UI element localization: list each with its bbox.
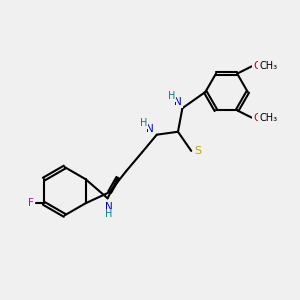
Text: O: O [253,61,261,71]
Text: N: N [174,97,182,107]
Text: O: O [253,113,261,123]
Text: H: H [167,91,175,101]
Text: S: S [194,146,201,156]
Text: H: H [105,209,113,220]
Text: H: H [140,118,147,128]
Text: CH₃: CH₃ [259,113,277,123]
Text: N: N [105,202,113,212]
Text: N: N [146,124,154,134]
Text: CH₃: CH₃ [259,61,277,71]
Text: F: F [28,198,34,208]
